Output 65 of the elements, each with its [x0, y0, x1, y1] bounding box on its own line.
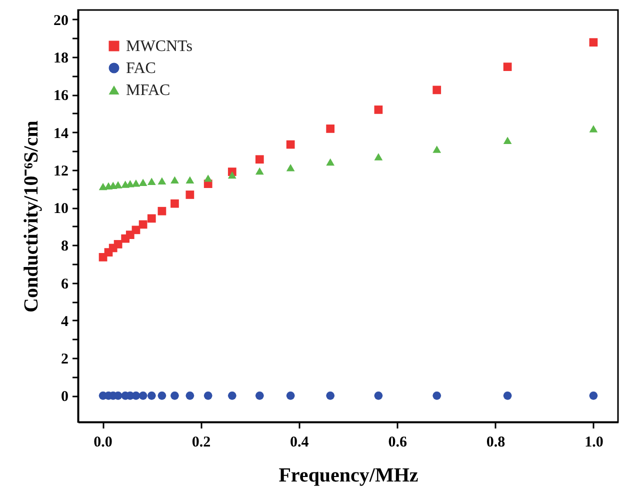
point [186, 190, 194, 199]
point [374, 391, 383, 400]
point [326, 391, 335, 400]
y-tick-label: 0 [61, 389, 68, 406]
point [186, 391, 194, 400]
point [374, 106, 383, 114]
y-tick-label: 12 [54, 163, 68, 180]
point [114, 240, 122, 248]
point [589, 38, 598, 47]
y-tick-label: 4 [61, 314, 69, 330]
point [186, 176, 194, 184]
legend-label: MFAC [126, 82, 170, 99]
point [132, 179, 140, 187]
y-tick-label: 20 [54, 12, 68, 29]
y-tick-label: 2 [61, 352, 68, 368]
point [255, 167, 264, 175]
point [286, 391, 295, 400]
y-tick-label: 16 [54, 88, 69, 104]
point [326, 124, 335, 133]
point [228, 171, 236, 179]
y-axis-title: Conductivity/10⁻⁶S/cm [20, 120, 42, 312]
point [158, 206, 166, 216]
point [204, 174, 212, 182]
point [286, 140, 295, 149]
point [138, 220, 148, 229]
point [158, 391, 166, 400]
point [132, 226, 140, 234]
x-tick-label: 0.6 [388, 434, 408, 450]
point [589, 125, 598, 132]
x-tick-label: 0.4 [290, 434, 310, 450]
point [589, 391, 598, 400]
x-tick-label: 1.0 [584, 434, 604, 450]
point [503, 391, 512, 400]
point [432, 146, 442, 153]
point [503, 62, 512, 71]
point [503, 136, 512, 144]
point [147, 214, 156, 223]
point [286, 164, 295, 172]
point [170, 176, 179, 184]
point [228, 391, 236, 400]
x-tick-label: 0.0 [94, 434, 112, 450]
y-tick-label: 10 [54, 201, 68, 218]
point [432, 86, 442, 94]
point [170, 199, 179, 208]
legend-label: FAC [126, 60, 156, 77]
y-tick-label: 18 [54, 50, 68, 67]
legend-label: MWCNTs [126, 38, 192, 55]
y-tick-label: 6 [61, 276, 69, 292]
x-tick-label: 0.2 [192, 434, 211, 450]
y-tick-label: 14 [54, 126, 69, 142]
point [138, 178, 148, 186]
point [255, 391, 264, 400]
point [170, 391, 179, 400]
x-tick-label: 0.8 [486, 434, 506, 450]
point [147, 178, 156, 186]
point [158, 177, 166, 184]
y-tick-label: 8 [61, 238, 68, 255]
point [138, 391, 148, 400]
x-axis-title: Frequency/MHz [278, 464, 418, 486]
point [204, 391, 212, 400]
point [432, 391, 442, 400]
point [374, 153, 383, 160]
point [326, 158, 335, 166]
point [255, 155, 264, 164]
point [147, 391, 156, 400]
